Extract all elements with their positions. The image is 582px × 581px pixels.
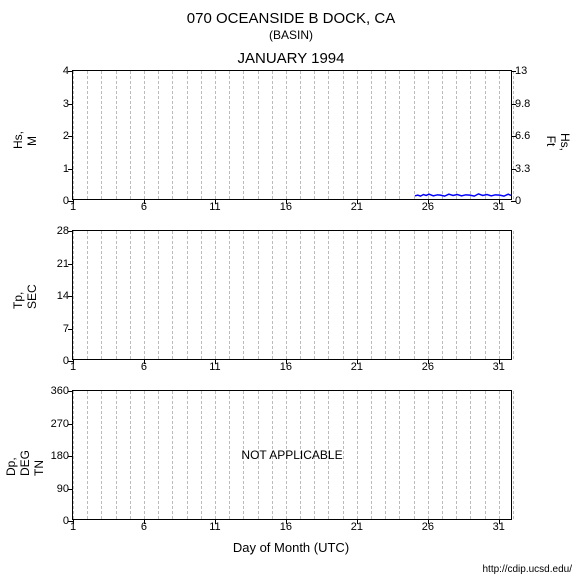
gridline: [286, 231, 287, 359]
title-sub: (BASIN): [0, 28, 582, 42]
x-tick-mark: [73, 359, 74, 364]
x-tick-mark: [73, 199, 74, 204]
x-tick-mark: [73, 519, 74, 524]
gridline: [385, 231, 386, 359]
gridline: [442, 231, 443, 359]
gridline: [87, 231, 88, 359]
x-tick-mark: [215, 519, 216, 524]
panel-hs: 0123403.36.69.813161116212631: [72, 70, 512, 200]
gridline: [187, 231, 188, 359]
y-tick-mark: [68, 424, 73, 425]
y-tick-mark: [68, 231, 73, 232]
gridline: [300, 231, 301, 359]
x-tick-mark: [428, 519, 429, 524]
x-tick-mark: [499, 359, 500, 364]
y-label-dp: Dp, DEG TN: [4, 460, 46, 476]
gridline: [399, 231, 400, 359]
x-tick-mark: [357, 359, 358, 364]
x-tick-mark: [428, 359, 429, 364]
gridline: [201, 231, 202, 359]
gridline: [73, 231, 74, 359]
gridline: [258, 231, 259, 359]
y-tick: 180: [51, 450, 69, 462]
y-tick-mark-right: [511, 71, 516, 72]
x-tick-mark: [286, 359, 287, 364]
footer-url: http://cdip.ucsd.edu/: [482, 564, 572, 575]
y-label-hs: Hs, M: [11, 133, 39, 149]
data-series-hs: [73, 71, 511, 199]
gridline: [513, 71, 514, 199]
y-tick-mark: [68, 296, 73, 297]
y-tick: 270: [51, 418, 69, 430]
gridline: [314, 231, 315, 359]
gridline: [158, 231, 159, 359]
chart-container: 070 OCEANSIDE B DOCK, CA (BASIN) JANUARY…: [0, 0, 582, 581]
title-month: JANUARY 1994: [0, 50, 582, 67]
gridline: [428, 231, 429, 359]
gridline: [414, 231, 415, 359]
y-tick-mark: [68, 391, 73, 392]
gridline: [470, 231, 471, 359]
y-tick-right: 3.3: [515, 163, 530, 175]
gridline: [130, 231, 131, 359]
y-tick: 360: [51, 385, 69, 397]
y-tick-right: 13: [515, 65, 527, 77]
y-tick-right: 6.6: [515, 130, 530, 142]
gridline: [513, 391, 514, 519]
x-tick-mark: [144, 359, 145, 364]
y-tick-mark-right: [511, 201, 516, 202]
x-tick-mark: [144, 199, 145, 204]
gridline: [499, 231, 500, 359]
y-label-right-hs: Hs, Ft: [544, 133, 572, 149]
gridline: [272, 231, 273, 359]
x-tick-mark: [215, 199, 216, 204]
y-tick-mark: [68, 264, 73, 265]
y-label-tp: Tp, SEC: [11, 293, 39, 309]
x-tick-mark: [357, 199, 358, 204]
gridline: [172, 231, 173, 359]
gridline: [456, 231, 457, 359]
gridline: [357, 231, 358, 359]
x-tick-mark: [286, 519, 287, 524]
panel-tp: 07142128161116212631: [72, 230, 512, 360]
x-tick-mark: [499, 519, 500, 524]
y-tick-mark: [68, 489, 73, 490]
gridline: [485, 231, 486, 359]
y-tick-right: 9.8: [515, 98, 530, 110]
y-tick-mark-right: [511, 169, 516, 170]
gridline: [215, 231, 216, 359]
x-tick-mark: [286, 199, 287, 204]
title-main: 070 OCEANSIDE B DOCK, CA: [0, 10, 582, 27]
y-tick-mark-right: [511, 104, 516, 105]
gridline: [371, 231, 372, 359]
gridline: [101, 231, 102, 359]
x-tick-mark: [499, 199, 500, 204]
x-tick-mark: [428, 199, 429, 204]
gridline: [328, 231, 329, 359]
gridline: [116, 231, 117, 359]
y-tick-mark-right: [511, 136, 516, 137]
gridline: [229, 231, 230, 359]
y-tick-mark: [68, 329, 73, 330]
panel-dp: 090180270360161116212631NOT APPLICABLE: [72, 390, 512, 520]
x-tick-mark: [215, 359, 216, 364]
panel-note: NOT APPLICABLE: [73, 448, 511, 462]
gridline: [243, 231, 244, 359]
gridline: [343, 231, 344, 359]
x-axis-label: Day of Month (UTC): [0, 540, 582, 555]
gridline: [513, 231, 514, 359]
x-tick-mark: [357, 519, 358, 524]
x-tick-mark: [144, 519, 145, 524]
gridline: [144, 231, 145, 359]
